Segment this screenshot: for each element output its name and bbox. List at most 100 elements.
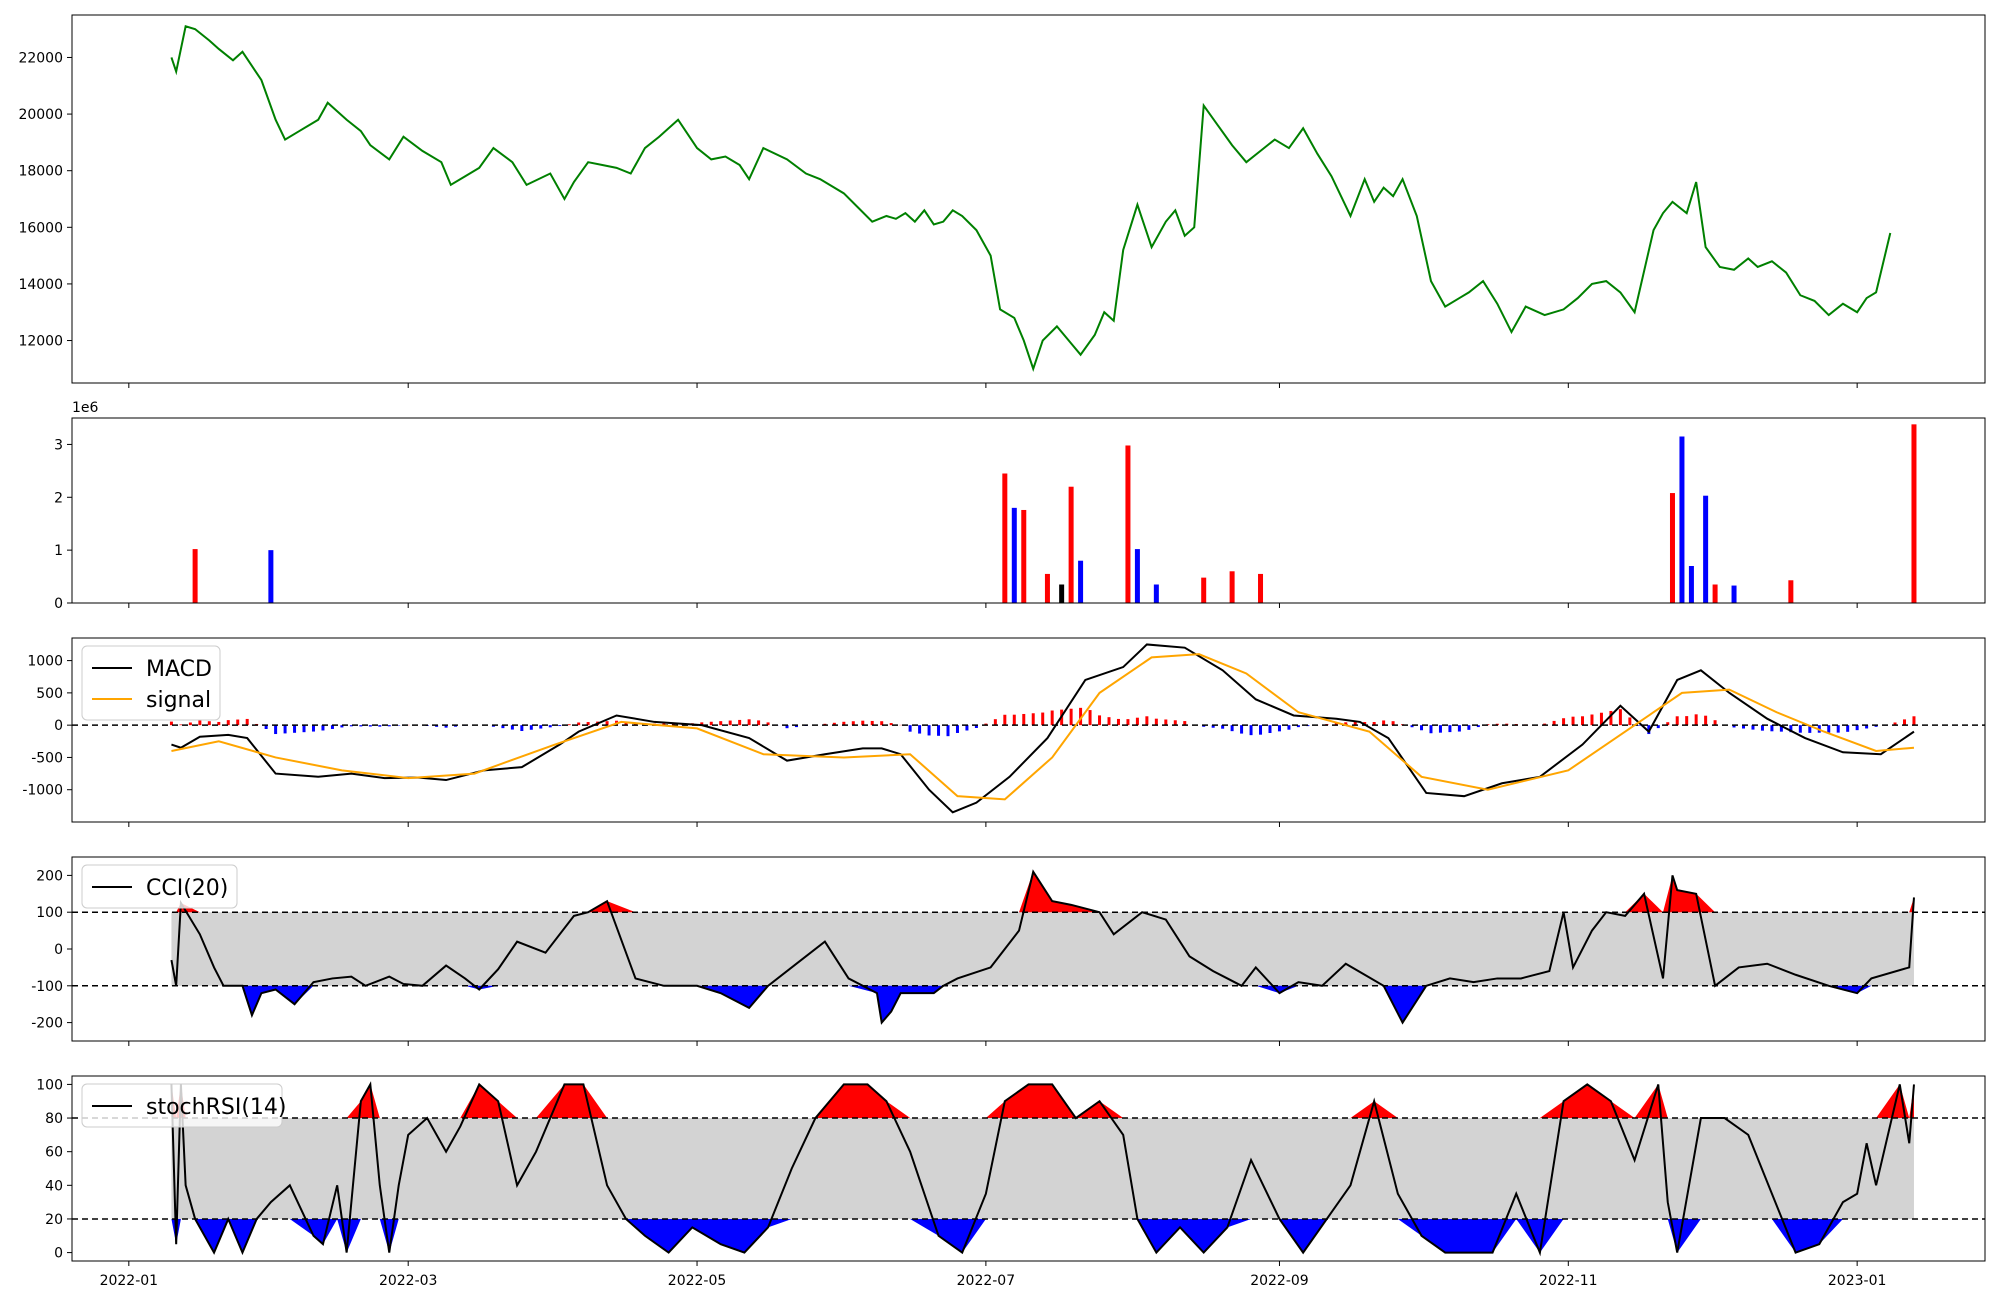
macd-histogram-bar-89 xyxy=(1012,714,1016,726)
volume-bar-16 xyxy=(1679,436,1685,603)
volume-bar-2 xyxy=(1002,473,1008,603)
stochrsi-neutral-band xyxy=(171,1118,1914,1219)
xtick-label-4: 2022-09 xyxy=(1250,1273,1309,1289)
stochrsi-ytick-label-0: 0 xyxy=(54,1246,63,1262)
macd-histogram-bar-165 xyxy=(1732,725,1736,728)
macd-histogram-bar-177 xyxy=(1846,725,1850,732)
stochrsi-plot-area xyxy=(72,1081,1985,1257)
macd-histogram-bar-19 xyxy=(349,725,353,727)
macd-histogram-bar-101 xyxy=(1126,719,1130,726)
macd-histogram-bar-136 xyxy=(1457,725,1461,732)
macd-histogram-bar-28 xyxy=(435,725,439,727)
macd-histogram-bar-166 xyxy=(1742,725,1746,729)
macd-histogram-bar-56 xyxy=(700,722,704,726)
macd-ytick-label-4: 1000 xyxy=(27,654,63,670)
macd-histogram-bar-85 xyxy=(974,725,978,728)
volume-ytick-label-3: 3 xyxy=(54,437,63,453)
macd-histogram-bar-86 xyxy=(984,723,988,726)
cci-panel: -200 -100 0 100 200 CCI(20) xyxy=(31,856,1986,1046)
volume-bar-18 xyxy=(1703,495,1709,603)
macd-histogram-bar-62 xyxy=(757,720,761,726)
stochrsi-axes-frame xyxy=(71,1075,1986,1262)
macd-histogram-bar-23 xyxy=(387,725,391,727)
macd-ytick-label-0: -1000 xyxy=(22,783,63,799)
macd-histogram-bar-73 xyxy=(861,720,865,726)
macd-histogram-bar-99 xyxy=(1107,717,1111,726)
volume-ytick-label-1: 1 xyxy=(54,543,63,559)
stochrsi-line-stochrsi-14- xyxy=(170,1081,1915,1257)
stochrsi-legend-label-0: stochRSI(14) xyxy=(146,1095,287,1120)
macd-histogram-bar-106 xyxy=(1173,720,1177,726)
macd-histogram-bar-21 xyxy=(368,725,372,727)
macd-histogram-bar-97 xyxy=(1088,710,1092,726)
volume-bar-19 xyxy=(1712,584,1718,603)
macd-histogram-bar-74 xyxy=(870,720,874,726)
stochrsi-ytick-label-5: 100 xyxy=(36,1077,63,1093)
stochrsi-oversold-fill xyxy=(171,1218,1914,1253)
macd-histogram-bar-96 xyxy=(1079,707,1083,726)
macd-histogram-bar-98 xyxy=(1098,715,1102,726)
macd-histogram-bar-175 xyxy=(1827,725,1831,733)
macd-histogram-bar-129 xyxy=(1391,721,1395,726)
volume-ytick-label-0: 0 xyxy=(54,596,63,612)
macd-histogram-bar-123 xyxy=(1334,723,1338,726)
macd-histogram-bar-42 xyxy=(567,724,571,726)
stochrsi-overbought-fill xyxy=(171,1084,1914,1119)
macd-histogram-bar-162 xyxy=(1704,715,1708,726)
macd-histogram-bar-52 xyxy=(662,723,666,726)
cci-legend-label-0: CCI(20) xyxy=(146,876,228,901)
macd-ytick-label-2: 0 xyxy=(54,718,63,734)
macd-histogram-bar-53 xyxy=(671,723,675,726)
volume-panel: 0 1 2 3 1e6 xyxy=(54,400,1986,612)
macd-histogram-bar-75 xyxy=(880,721,884,726)
volume-ytick-label-2: 2 xyxy=(54,490,63,506)
volume-bar-9 xyxy=(1125,445,1131,603)
macd-histogram-bar-112 xyxy=(1230,725,1234,732)
macd-histogram-bar-182 xyxy=(1893,722,1897,726)
macd-histogram-bar-10 xyxy=(264,725,268,730)
macd-plot-area xyxy=(72,643,1985,814)
macd-histogram-bar-113 xyxy=(1240,725,1244,734)
macd-histogram-bar-178 xyxy=(1855,725,1859,731)
macd-histogram-bar-147 xyxy=(1562,718,1566,726)
volume-bar-12 xyxy=(1201,577,1207,603)
xtick-label-5: 2022-11 xyxy=(1539,1273,1598,1289)
cci-ytick-label-2: 0 xyxy=(54,942,63,958)
volume-bar-21 xyxy=(1788,580,1794,603)
volume-bar-15 xyxy=(1669,493,1675,603)
macd-histogram-bar-66 xyxy=(794,725,798,728)
volume-bar-7 xyxy=(1068,486,1074,603)
macd-histogram-bar-158 xyxy=(1666,722,1670,726)
macd-histogram-bar-3 xyxy=(198,720,202,726)
volume-bar-20 xyxy=(1731,585,1737,603)
macd-histogram-bar-104 xyxy=(1154,718,1158,726)
macd-histogram-bar-81 xyxy=(937,725,941,736)
macd-histogram-bar-44 xyxy=(586,722,590,726)
macd-histogram-bar-82 xyxy=(946,725,950,737)
macd-ytick-label-1: -500 xyxy=(31,750,63,766)
macd-histogram-bar-79 xyxy=(918,725,922,734)
macd-histogram-bar-161 xyxy=(1694,714,1698,726)
macd-histogram-bar-110 xyxy=(1211,725,1215,728)
macd-histogram-bar-118 xyxy=(1287,725,1291,730)
macd-axes-frame xyxy=(71,637,1986,823)
cci-line-cci-20- xyxy=(170,869,1915,1025)
cci-ytick-label-4: 200 xyxy=(36,868,63,884)
macd-histogram-bar-176 xyxy=(1836,725,1840,733)
volume-bar-0 xyxy=(192,549,198,603)
macd-histogram-bar-14 xyxy=(302,725,306,733)
macd-ytick-label-3: 500 xyxy=(36,686,63,702)
macd-histogram-bar-71 xyxy=(842,721,846,726)
volume-bar-6 xyxy=(1059,584,1065,603)
macd-histogram-bar-100 xyxy=(1116,718,1120,726)
cci-neutral-band xyxy=(171,912,1914,986)
stochrsi-legend-box xyxy=(81,1083,283,1128)
volume-bar-1 xyxy=(268,550,274,603)
macd-histogram-bar-180 xyxy=(1874,725,1878,727)
macd-histogram-bar-114 xyxy=(1249,725,1253,736)
macd-histogram-bar-7 xyxy=(236,719,240,726)
macd-histogram-bar-151 xyxy=(1599,712,1603,726)
macd-histogram-bar-135 xyxy=(1448,725,1452,733)
macd-histogram-bar-105 xyxy=(1164,719,1168,726)
price-ytick-label-3: 18000 xyxy=(18,164,63,180)
